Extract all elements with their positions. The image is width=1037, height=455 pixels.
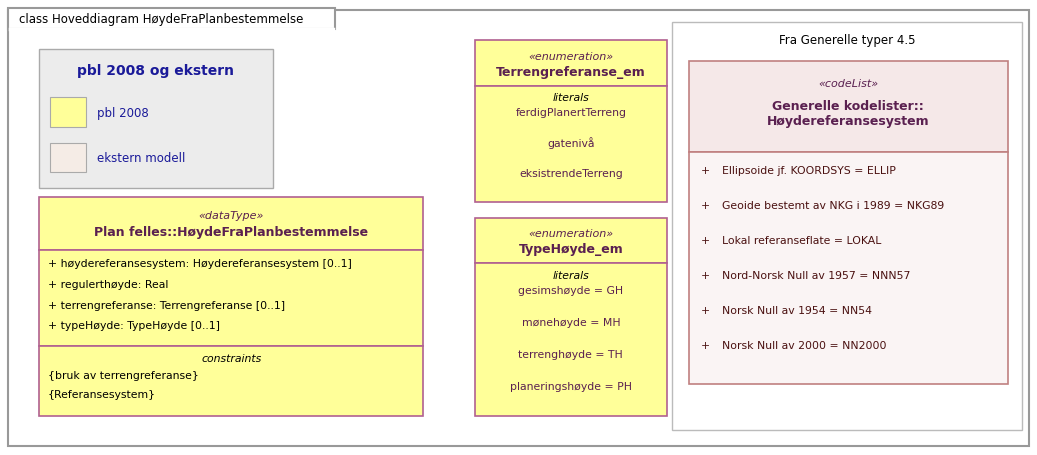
Text: gesimshøyde = GH: gesimshøyde = GH [518, 285, 623, 295]
Bar [50, 143, 86, 173]
Text: Geoide bestemt av NKG i 1989 = NKG89: Geoide bestemt av NKG i 1989 = NKG89 [722, 201, 944, 211]
Text: mønehøyde = MH: mønehøyde = MH [522, 317, 620, 327]
Text: +: + [701, 340, 710, 350]
Bar [8, 9, 335, 30]
Bar [50, 98, 86, 127]
Text: Fra Generelle typer 4.5: Fra Generelle typer 4.5 [779, 34, 916, 46]
Text: Terrengreferanse_em: Terrengreferanse_em [496, 66, 646, 78]
Bar [39, 50, 273, 189]
Bar [475, 41, 667, 86]
Bar [39, 198, 423, 250]
Text: planeringshøyde = PH: planeringshøyde = PH [510, 381, 632, 391]
Text: ferdigPlanertTerreng: ferdigPlanertTerreng [515, 108, 626, 118]
Text: gatenivå: gatenivå [548, 137, 594, 149]
Text: + typeHøyde: TypeHøyde [0..1]: + typeHøyde: TypeHøyde [0..1] [48, 321, 220, 331]
Text: + høydereferansesystem: Høydereferansesystem [0..1]: + høydereferansesystem: Høydereferansesy… [48, 258, 352, 268]
Text: terrenghøyde = TH: terrenghøyde = TH [518, 349, 623, 359]
Text: eksistrendeTerreng: eksistrendeTerreng [518, 168, 623, 178]
Text: +: + [701, 305, 710, 315]
Text: {Referansesystem}: {Referansesystem} [48, 389, 156, 399]
Text: +: + [701, 270, 710, 280]
Bar [689, 152, 1008, 384]
Text: «enumeration»: «enumeration» [528, 229, 614, 239]
Text: literals: literals [553, 271, 589, 281]
Text: literals: literals [553, 93, 589, 103]
Text: +: + [701, 235, 710, 245]
Text: {bruk av terrengreferanse}: {bruk av terrengreferanse} [48, 370, 198, 380]
Text: +: + [701, 201, 710, 211]
Text: Plan felles::HøydeFraPlanbestemmelse: Plan felles::HøydeFraPlanbestemmelse [94, 226, 368, 238]
Text: Ellipsoide jf. KOORDSYS = ELLIP: Ellipsoide jf. KOORDSYS = ELLIP [722, 166, 896, 176]
Text: «enumeration»: «enumeration» [528, 51, 614, 61]
Text: class Hoveddiagram HøydeFraPlanbestemmelse: class Hoveddiagram HøydeFraPlanbestemmel… [19, 13, 303, 25]
Text: +: + [701, 166, 710, 176]
Text: ekstern modell: ekstern modell [97, 152, 186, 165]
Text: + terrengreferanse: Terrengreferanse [0..1]: + terrengreferanse: Terrengreferanse [0.… [48, 300, 285, 310]
Text: Norsk Null av 2000 = NN2000: Norsk Null av 2000 = NN2000 [722, 340, 887, 350]
Text: constraints: constraints [201, 354, 261, 364]
Text: «codeList»: «codeList» [818, 79, 878, 89]
Text: pbl 2008: pbl 2008 [97, 106, 149, 119]
Bar [475, 218, 667, 264]
Bar [39, 346, 423, 416]
Text: Nord-Norsk Null av 1957 = NNN57: Nord-Norsk Null av 1957 = NNN57 [722, 270, 910, 280]
Text: TypeHøyde_em: TypeHøyde_em [518, 243, 623, 256]
Bar [39, 250, 423, 346]
Text: Lokal referanseflate = LOKAL: Lokal referanseflate = LOKAL [722, 235, 881, 245]
Text: Norsk Null av 1954 = NN54: Norsk Null av 1954 = NN54 [722, 305, 872, 315]
Bar [475, 86, 667, 202]
Bar [672, 23, 1022, 430]
Bar [689, 61, 1008, 152]
Text: «dataType»: «dataType» [198, 210, 264, 220]
Bar [475, 264, 667, 416]
Text: Generelle kodelister::
Høydereferansesystem: Generelle kodelister:: Høydereferansesys… [767, 100, 929, 128]
Text: + regulerthøyde: Real: + regulerthøyde: Real [48, 279, 168, 289]
Text: pbl 2008 og ekstern: pbl 2008 og ekstern [77, 64, 234, 77]
